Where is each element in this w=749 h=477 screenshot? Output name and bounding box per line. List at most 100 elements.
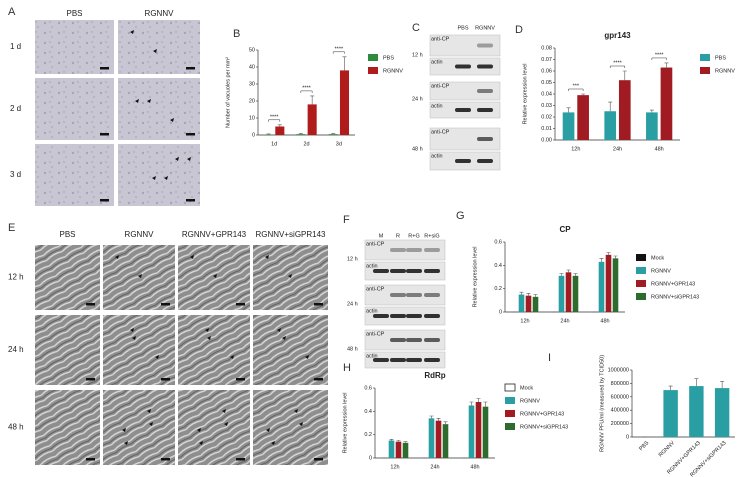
error-bar bbox=[443, 421, 448, 425]
significance-bracket bbox=[609, 65, 626, 68]
legend-swatch bbox=[505, 410, 515, 417]
bar bbox=[605, 254, 612, 312]
lane-header: R bbox=[396, 233, 400, 239]
arrowhead bbox=[135, 99, 139, 103]
scale-bar bbox=[314, 303, 323, 306]
micrograph bbox=[253, 315, 328, 385]
legend-label: RGNNV+GPR143 bbox=[651, 281, 695, 287]
row-label: 24 h bbox=[347, 301, 358, 307]
row-label: 12 h bbox=[8, 273, 24, 282]
arrowhead bbox=[230, 355, 234, 359]
arrowhead bbox=[115, 255, 119, 259]
legend-label: Mock bbox=[651, 255, 664, 261]
band-label: anti-CP bbox=[366, 331, 385, 337]
x-tick-label: 12h bbox=[520, 318, 529, 324]
error-bar bbox=[622, 70, 627, 81]
micrograph bbox=[103, 315, 175, 385]
y-tick-label: 1000000 bbox=[608, 367, 629, 373]
bar bbox=[663, 390, 678, 437]
scale-bar bbox=[236, 458, 245, 461]
micrograph bbox=[35, 144, 114, 206]
band bbox=[406, 314, 422, 318]
blot bbox=[364, 239, 446, 261]
legend-swatch bbox=[504, 383, 516, 392]
bar bbox=[518, 294, 525, 312]
band-label: actin bbox=[366, 263, 378, 269]
bar bbox=[562, 112, 575, 140]
blot bbox=[429, 34, 501, 57]
error-bar bbox=[664, 62, 669, 68]
significance-label: **** bbox=[335, 46, 344, 52]
bar bbox=[468, 405, 475, 458]
row-label: 1 d bbox=[10, 42, 21, 51]
significance-label: **** bbox=[302, 85, 311, 91]
arrowhead bbox=[197, 428, 201, 432]
band bbox=[424, 338, 440, 342]
micrograph bbox=[118, 20, 200, 74]
legend-swatch bbox=[636, 267, 646, 274]
legend-label: RGNNV+siGPR143 bbox=[520, 424, 568, 430]
band bbox=[373, 269, 389, 273]
scale-bar bbox=[86, 378, 95, 381]
y-tick-label: 0 bbox=[369, 455, 372, 461]
bar bbox=[689, 386, 704, 437]
band-label: anti-CP bbox=[431, 83, 450, 89]
arrowhead bbox=[277, 328, 281, 332]
x-tick-label: 48h bbox=[600, 318, 609, 324]
significance-label: **** bbox=[613, 60, 622, 66]
error-bar bbox=[526, 293, 531, 296]
bar bbox=[475, 402, 482, 458]
error-bar bbox=[566, 107, 571, 113]
band bbox=[477, 137, 493, 141]
scale-bar bbox=[100, 67, 109, 70]
arrowhead bbox=[130, 328, 134, 332]
bar bbox=[388, 440, 395, 458]
legend-label: RGNNV bbox=[651, 268, 671, 274]
error-bar bbox=[389, 439, 394, 441]
band bbox=[455, 108, 471, 112]
y-axis-label: Relative expression level bbox=[472, 247, 478, 308]
y-tick-label: 0.2 bbox=[494, 286, 502, 292]
error-bar bbox=[266, 133, 271, 135]
x-tick-label: 48h bbox=[470, 464, 479, 470]
micrograph bbox=[178, 315, 250, 385]
y-tick-label: 40 bbox=[249, 64, 255, 70]
y-tick-label: 0.07 bbox=[541, 57, 552, 63]
bar bbox=[525, 295, 532, 312]
micrograph bbox=[35, 20, 114, 74]
arrowhead bbox=[164, 176, 168, 180]
band-label: anti-CP bbox=[366, 241, 385, 247]
error-bar bbox=[608, 101, 613, 112]
error-bar bbox=[581, 93, 586, 96]
band-label: actin bbox=[366, 353, 378, 359]
error-bar bbox=[599, 258, 604, 262]
y-tick-label: 0.04 bbox=[541, 91, 552, 97]
y-tick-label: 0 bbox=[499, 309, 502, 315]
error-bar bbox=[429, 415, 434, 419]
arrowhead bbox=[122, 428, 126, 432]
legend-swatch bbox=[636, 293, 646, 300]
bar bbox=[296, 134, 306, 135]
band-label: actin bbox=[431, 103, 443, 109]
band bbox=[455, 64, 471, 69]
y-tick-label: 0.00 bbox=[541, 137, 552, 143]
x-tick-label: 12h bbox=[571, 146, 580, 152]
error-bar bbox=[331, 133, 336, 135]
significance-label: **** bbox=[655, 52, 664, 58]
scale-bar bbox=[86, 458, 95, 461]
arrowhead bbox=[130, 30, 134, 34]
chart-title: gpr143 bbox=[604, 31, 631, 40]
error-bar bbox=[436, 418, 441, 421]
band bbox=[373, 314, 389, 318]
band-label: actin bbox=[431, 59, 443, 65]
error-bar bbox=[469, 401, 474, 406]
band-label: anti-CP bbox=[431, 129, 450, 135]
significance-label: **** bbox=[270, 114, 279, 120]
y-axis-label: Relative expression level bbox=[342, 393, 348, 454]
y-tick-label: 0.4 bbox=[494, 263, 502, 269]
band bbox=[477, 64, 493, 69]
micrograph bbox=[178, 245, 250, 310]
bar bbox=[307, 104, 317, 135]
bar bbox=[532, 296, 539, 312]
